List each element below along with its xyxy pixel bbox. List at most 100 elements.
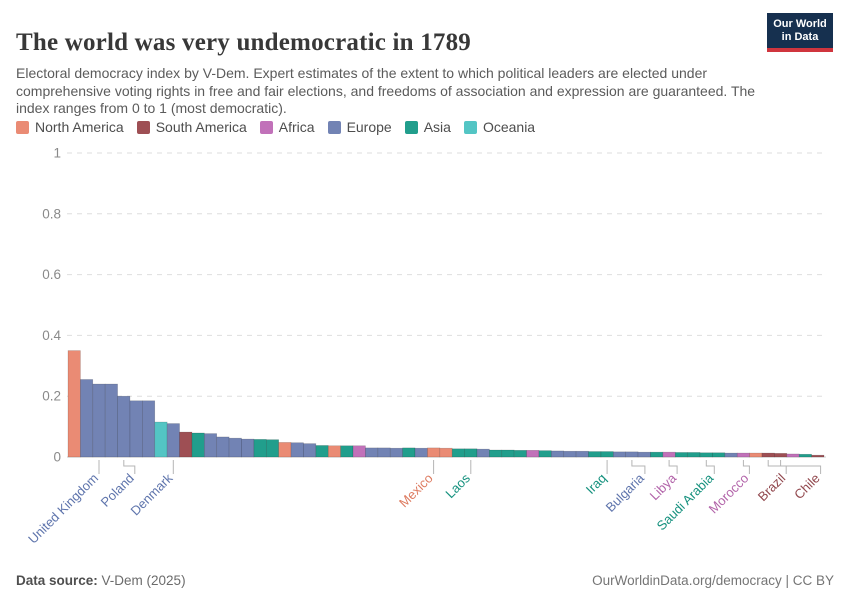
bar-europe-2[interactable] xyxy=(80,379,94,458)
country-label-brazil[interactable]: Brazil xyxy=(755,470,789,504)
bar-asia-50[interactable] xyxy=(674,452,688,458)
continent-legend: North America South America Africa Europe As… xyxy=(16,119,535,135)
legend-label: Africa xyxy=(278,119,315,135)
bar-asia-51[interactable] xyxy=(687,452,701,458)
y-axis-tick-label: 1 xyxy=(53,146,61,161)
bar-europe-12[interactable] xyxy=(204,433,218,458)
bar-europe-47[interactable] xyxy=(637,451,651,458)
country-label-mexico[interactable]: Mexico xyxy=(396,471,436,511)
bar-asia-32[interactable] xyxy=(451,448,465,458)
country-label-denmark[interactable]: Denmark xyxy=(128,470,176,518)
bar-europe-40[interactable] xyxy=(551,450,565,458)
chart-subtitle: Electoral democracy index by V-Dem. Expe… xyxy=(16,65,756,116)
bar-europe-13[interactable] xyxy=(216,436,230,458)
bar-europe-3[interactable] xyxy=(92,383,106,458)
bar-europe-7[interactable] xyxy=(142,400,156,458)
bar-asia-36[interactable] xyxy=(501,449,515,458)
footer-link[interactable]: OurWorldinData.org/democracy | CC BY xyxy=(592,573,834,588)
bar-asia-17[interactable] xyxy=(265,439,279,458)
country-label-chile[interactable]: Chile xyxy=(791,471,823,503)
bar-europe-15[interactable] xyxy=(241,438,255,458)
legend-item-south-america[interactable]: South America xyxy=(136,119,247,135)
legend-label: Oceania xyxy=(482,119,536,135)
bar-oceania-8[interactable] xyxy=(154,421,168,458)
y-axis-tick-label: 0.6 xyxy=(42,267,61,282)
bar-africa-55[interactable] xyxy=(736,452,750,458)
bar-europe-5[interactable] xyxy=(117,395,131,458)
bar-europe-34[interactable] xyxy=(476,448,490,458)
bar-europe-54[interactable] xyxy=(724,452,738,458)
bar-north-america-22[interactable] xyxy=(327,445,341,458)
country-label-united-kingdom[interactable]: United Kingdom xyxy=(25,471,101,547)
bar-europe-27[interactable] xyxy=(389,447,403,458)
bar-africa-38[interactable] xyxy=(526,450,540,458)
country-label-bulgaria[interactable]: Bulgaria xyxy=(603,470,648,515)
bar-north-america-18[interactable] xyxy=(278,442,292,458)
bar-europe-9[interactable] xyxy=(166,423,180,458)
bar-asia-28[interactable] xyxy=(402,447,416,458)
bar-africa-59[interactable] xyxy=(786,453,800,458)
label-connector-bulgaria xyxy=(631,460,646,474)
label-connector-saudi-arabia xyxy=(705,460,715,474)
bar-europe-46[interactable] xyxy=(625,451,639,458)
bar-europe-41[interactable] xyxy=(563,450,577,458)
legend-label: North America xyxy=(35,119,124,135)
bar-north-america-1[interactable] xyxy=(67,350,81,458)
bar-europe-6[interactable] xyxy=(129,400,143,458)
bar-asia-48[interactable] xyxy=(650,451,664,458)
bar-asia-11[interactable] xyxy=(191,432,205,458)
legend-swatch xyxy=(136,120,150,134)
bar-europe-45[interactable] xyxy=(613,451,626,458)
legend-item-asia[interactable]: Asia xyxy=(404,119,451,135)
legend-item-oceania[interactable]: Oceania xyxy=(463,119,536,135)
bar-africa-49[interactable] xyxy=(662,451,676,458)
bar-asia-44[interactable] xyxy=(600,451,614,458)
legend-label: South America xyxy=(155,119,247,135)
bar-asia-21[interactable] xyxy=(315,445,329,458)
country-label-libya[interactable]: Libya xyxy=(647,470,680,503)
legend-item-europe[interactable]: Europe xyxy=(327,119,392,135)
bar-asia-37[interactable] xyxy=(513,450,527,458)
bar-north-america-30[interactable] xyxy=(427,447,441,458)
bar-south-america-58[interactable] xyxy=(774,453,788,458)
bar-asia-35[interactable] xyxy=(489,449,503,458)
bar-europe-42[interactable] xyxy=(575,450,589,458)
page-title: The world was very undemocratic in 1789 xyxy=(16,28,471,56)
bar-asia-16[interactable] xyxy=(253,439,267,458)
legend-item-north-america[interactable]: North America xyxy=(16,119,124,135)
label-connector-morocco xyxy=(742,460,750,474)
legend-swatch xyxy=(327,120,341,134)
bar-north-america-56[interactable] xyxy=(749,452,763,458)
bar-asia-33[interactable] xyxy=(464,448,478,458)
bar-asia-52[interactable] xyxy=(699,452,713,458)
bar-asia-53[interactable] xyxy=(712,452,726,458)
bar-south-america-57[interactable] xyxy=(761,452,775,458)
bar-south-america-61[interactable] xyxy=(811,454,825,458)
label-connector-brazil xyxy=(767,460,787,474)
legend-label: Asia xyxy=(423,119,451,135)
bar-north-america-31[interactable] xyxy=(439,447,453,458)
bar-europe-14[interactable] xyxy=(228,437,242,458)
legend-swatch xyxy=(404,120,418,134)
bar-europe-29[interactable] xyxy=(414,447,428,458)
owid-logo[interactable]: Our World in Data xyxy=(767,13,833,52)
bar-europe-4[interactable] xyxy=(104,383,118,458)
bar-africa-24[interactable] xyxy=(352,445,366,458)
country-label-iraq[interactable]: Iraq xyxy=(583,471,609,497)
data-source-value: V-Dem (2025) xyxy=(97,573,186,588)
bar-europe-20[interactable] xyxy=(303,443,317,458)
bar-asia-60[interactable] xyxy=(798,453,812,458)
bar-asia-39[interactable] xyxy=(538,450,552,458)
y-axis-tick-label: 0.8 xyxy=(42,206,61,221)
bar-europe-26[interactable] xyxy=(377,447,391,458)
legend-swatch xyxy=(16,120,29,134)
bar-europe-19[interactable] xyxy=(290,442,304,458)
bar-asia-23[interactable] xyxy=(340,445,354,458)
legend-item-africa[interactable]: Africa xyxy=(259,119,315,135)
country-label-laos[interactable]: Laos xyxy=(442,470,473,501)
bar-asia-43[interactable] xyxy=(588,451,602,458)
bar-south-america-10[interactable] xyxy=(179,431,193,458)
bar-europe-25[interactable] xyxy=(365,447,379,458)
